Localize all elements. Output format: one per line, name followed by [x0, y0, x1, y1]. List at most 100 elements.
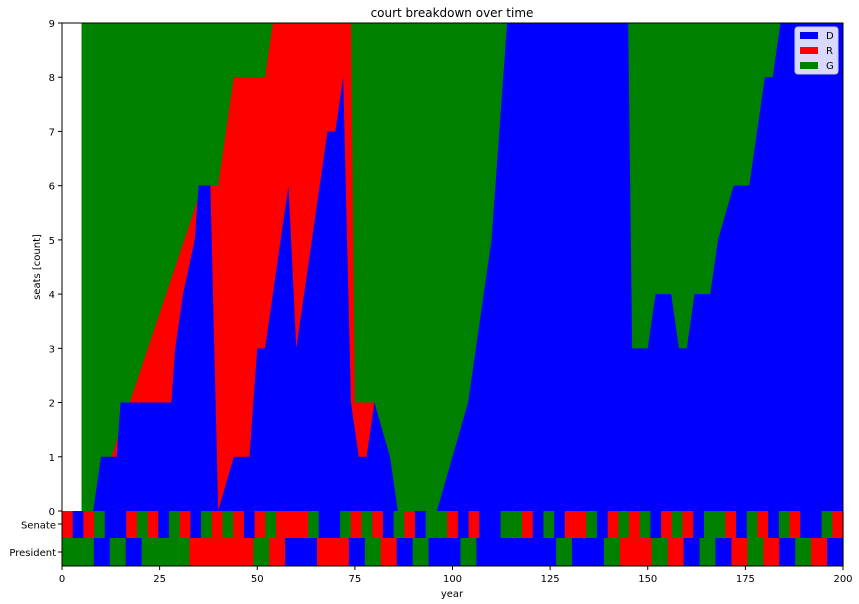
strip-label: President	[9, 548, 56, 559]
strip-cell	[693, 511, 705, 538]
strip-cell	[736, 511, 748, 538]
strip-cell	[62, 511, 74, 538]
strip-cell	[93, 538, 111, 566]
y-tick-label: 0	[49, 507, 55, 518]
strip-cell	[811, 538, 828, 566]
strip-cell	[618, 511, 630, 538]
y-tick-label: 4	[49, 290, 55, 301]
x-tick-label: 75	[349, 574, 362, 585]
strip-cell	[62, 538, 79, 566]
strip-cell	[572, 538, 589, 566]
strip-cell	[447, 511, 459, 538]
strip-cell	[650, 511, 662, 538]
strip-cell	[575, 511, 587, 538]
strip-cell	[141, 538, 159, 566]
strip-cell	[683, 538, 701, 566]
strip-cell	[479, 511, 491, 538]
strip-cell	[629, 511, 641, 538]
strip-cell	[476, 538, 493, 566]
strip-cell	[173, 538, 191, 566]
legend: DRG	[794, 26, 839, 75]
strip-cell	[460, 538, 478, 566]
strip-cell	[396, 538, 414, 566]
strip-cell	[619, 538, 637, 566]
strip-cell	[715, 538, 733, 566]
y-tick-label: 1	[49, 453, 55, 464]
strip-cell	[587, 538, 605, 566]
strip-cell	[800, 511, 812, 538]
strip-cell	[285, 538, 302, 566]
strip-cell	[500, 511, 512, 538]
chart-title: court breakdown over time	[371, 6, 534, 20]
x-tick-label: 25	[153, 574, 166, 585]
x-tick-label: 0	[59, 574, 65, 585]
strip-cell	[372, 511, 384, 538]
strip-cell	[795, 538, 812, 566]
strip-cell	[168, 511, 181, 538]
strip-cell	[586, 511, 598, 538]
strip-cell	[651, 538, 669, 566]
y-tick-label: 8	[49, 73, 55, 84]
strip-cell	[158, 511, 170, 538]
strip-cell	[205, 538, 222, 566]
strip-cell	[297, 511, 309, 538]
strip-cell	[77, 538, 95, 566]
strip-cell	[350, 511, 363, 538]
strip-cell	[511, 511, 523, 538]
strip-cell	[393, 511, 405, 538]
strip-cell	[667, 538, 685, 566]
strip-cell	[179, 511, 191, 538]
strip-cell	[201, 511, 213, 538]
strip-cell	[757, 511, 769, 538]
strip-cell	[468, 511, 480, 538]
strip-cell	[115, 511, 127, 538]
strip-cell	[731, 538, 748, 566]
strip-cell	[540, 538, 557, 566]
y-tick-label: 6	[49, 182, 55, 193]
strip-cell	[789, 511, 801, 538]
strip-cell	[556, 538, 573, 566]
strip-cell	[671, 511, 684, 538]
strip-cell	[747, 538, 764, 566]
strip-cell	[190, 511, 202, 538]
strip-cell	[635, 538, 653, 566]
strip-cell	[827, 538, 844, 566]
strip-cell	[768, 511, 780, 538]
strip-cell	[436, 511, 448, 538]
strip-cell	[340, 511, 352, 538]
strip-cell	[317, 538, 334, 566]
strip-cell	[639, 511, 652, 538]
strip-cell	[543, 511, 555, 538]
strip-cell	[254, 511, 266, 538]
strip-cell	[779, 538, 796, 566]
strip-cell	[404, 511, 416, 538]
legend-swatch	[800, 32, 818, 39]
strip-cell	[211, 511, 224, 538]
strip-cell	[361, 511, 373, 538]
strip-cell	[725, 511, 737, 538]
strip-cell	[94, 511, 106, 538]
strip-cell	[489, 511, 502, 538]
strip-cell	[444, 538, 462, 566]
strip-cell	[265, 511, 277, 538]
strip-cell	[699, 538, 717, 566]
strip-cell	[746, 511, 759, 538]
x-tick-label: 125	[541, 574, 560, 585]
strip-bars: Senate President	[9, 511, 844, 566]
strip-cell	[269, 538, 286, 566]
strip-cell	[233, 511, 245, 538]
strip-cell	[222, 511, 234, 538]
x-axis-label: year	[441, 589, 464, 600]
x-tick-label: 175	[736, 574, 755, 585]
strip-cell	[607, 511, 619, 538]
legend-swatch	[800, 62, 818, 69]
strip-cell	[425, 511, 438, 538]
strip-cell	[329, 511, 341, 538]
strip-cell	[253, 538, 270, 566]
strip-cell	[415, 511, 427, 538]
strip-cell	[318, 511, 331, 538]
x-tick-label: 200	[833, 574, 852, 585]
strip-cell	[126, 511, 138, 538]
strip-cell	[508, 538, 525, 566]
